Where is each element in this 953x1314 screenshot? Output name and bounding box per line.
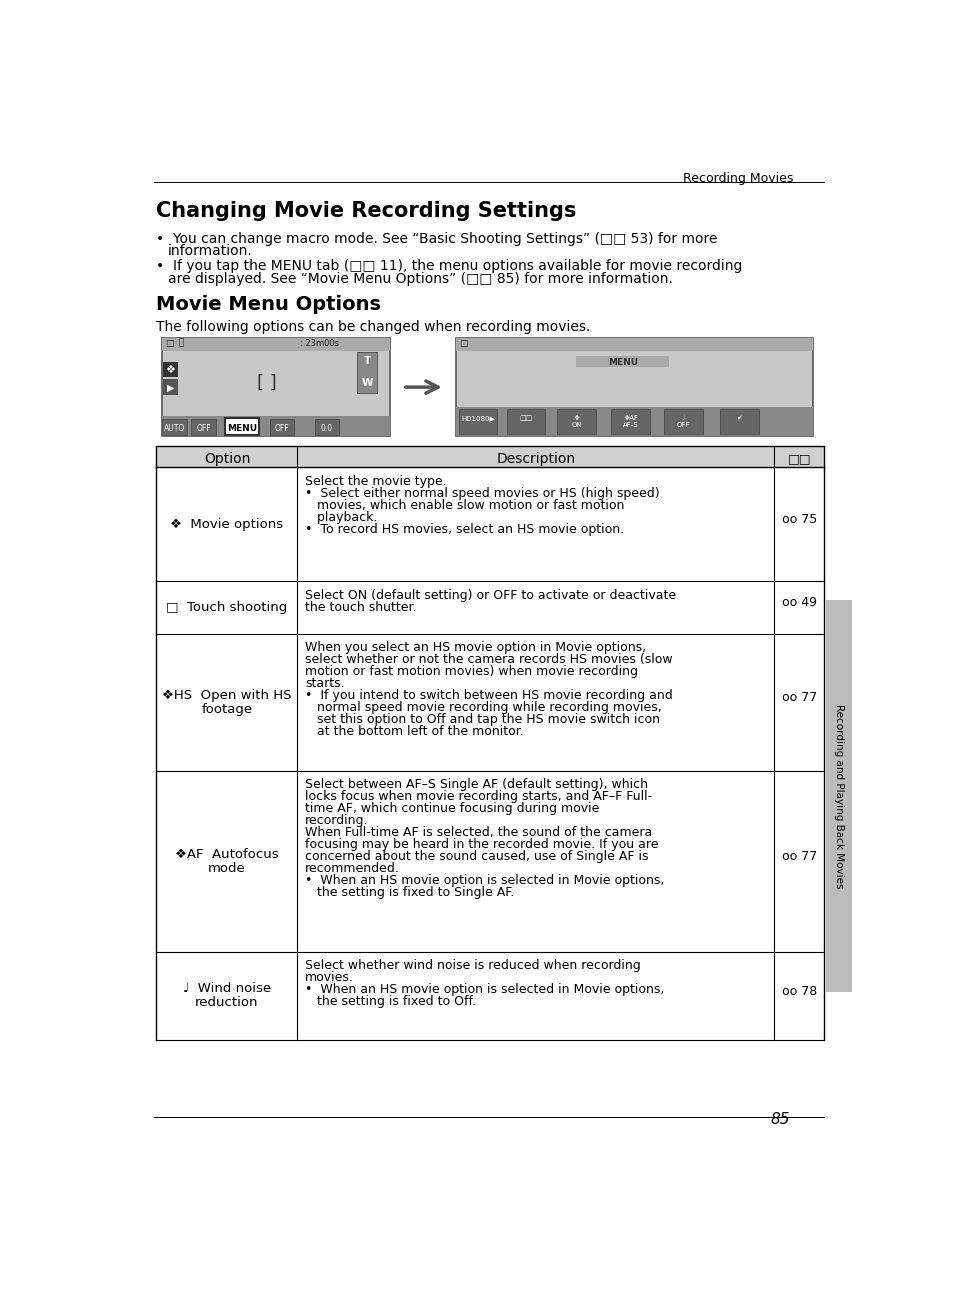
Text: : 23m00s: : 23m00s	[299, 339, 338, 348]
Bar	[458, 410, 497, 434]
Text: □: □	[459, 339, 468, 348]
Text: οο 75: οο 75	[781, 512, 816, 526]
Text: T: T	[363, 356, 371, 367]
Text: Recording and Playing Back Movies: Recording and Playing Back Movies	[833, 704, 843, 888]
Bar	[162, 417, 390, 436]
Text: time AF, which continue focusing during movie: time AF, which continue focusing during …	[305, 802, 599, 815]
Text: □: □	[165, 339, 173, 348]
Text: at the bottom left of the monitor.: at the bottom left of the monitor.	[305, 725, 523, 737]
Text: the setting is fixed to Off.: the setting is fixed to Off.	[305, 995, 476, 1008]
Bar	[162, 338, 390, 436]
Text: MENU: MENU	[607, 357, 638, 367]
Text: □  Touch shooting: □ Touch shooting	[166, 600, 287, 614]
Text: OFF: OFF	[196, 424, 211, 434]
Text: concerned about the sound caused, use of Single AF is: concerned about the sound caused, use of…	[305, 850, 648, 863]
Text: ♩
OFF: ♩ OFF	[676, 415, 689, 428]
Text: ▶: ▶	[167, 382, 174, 393]
Text: HD1080▶: HD1080▶	[460, 415, 495, 420]
Text: MENU: MENU	[227, 424, 256, 434]
Text: •  To record HS movies, select an HS movie option.: • To record HS movies, select an HS movi…	[305, 523, 623, 536]
Text: motion or fast motion movies) when movie recording: motion or fast motion movies) when movie…	[305, 665, 638, 678]
Text: □□: □□	[519, 415, 532, 420]
Bar	[162, 380, 178, 394]
Text: Movie Menu Options: Movie Menu Options	[156, 294, 381, 314]
Text: set this option to Off and tap the HS movie switch icon: set this option to Off and tap the HS mo…	[305, 714, 659, 725]
Text: When Full-time AF is selected, the sound of the camera: When Full-time AF is selected, the sound…	[305, 827, 652, 840]
Bar	[162, 419, 187, 435]
Text: [ ]: [ ]	[256, 373, 276, 392]
Text: ♩  Wind noise: ♩ Wind noise	[183, 983, 271, 996]
Text: Select whether wind noise is reduced when recording: Select whether wind noise is reduced whe…	[305, 959, 640, 972]
Text: οο 77: οο 77	[781, 691, 816, 704]
Text: •  Select either normal speed movies or HS (high speed): • Select either normal speed movies or H…	[305, 487, 659, 499]
Text: Option: Option	[204, 452, 250, 466]
Bar	[224, 418, 258, 435]
Bar	[192, 419, 216, 435]
Text: ❖AF  Autofocus: ❖AF Autofocus	[175, 848, 278, 861]
Bar	[456, 338, 812, 351]
Text: recording.: recording.	[305, 815, 369, 827]
Text: οο 78: οο 78	[781, 984, 816, 997]
Text: The following options can be changed when recording movies.: The following options can be changed whe…	[156, 321, 590, 334]
Bar	[825, 599, 851, 992]
Bar	[156, 445, 823, 468]
Text: Select ON (default setting) or OFF to activate or deactivate: Select ON (default setting) or OFF to ac…	[305, 589, 676, 602]
Text: οο 49: οο 49	[781, 597, 816, 610]
Text: focusing may be heard in the recorded movie. If you are: focusing may be heard in the recorded mo…	[305, 838, 659, 851]
Text: 0.0: 0.0	[320, 424, 333, 434]
Text: footage: footage	[201, 703, 253, 716]
Bar	[611, 410, 649, 434]
Bar	[314, 419, 339, 435]
Text: OFF: OFF	[274, 424, 289, 434]
Bar	[162, 338, 390, 351]
Text: Select the movie type.: Select the movie type.	[305, 474, 446, 487]
Text: ❖  Movie options: ❖ Movie options	[171, 518, 283, 531]
Text: movies, which enable slow motion or fast motion: movies, which enable slow motion or fast…	[305, 499, 624, 511]
Text: Changing Movie Recording Settings: Changing Movie Recording Settings	[156, 201, 577, 221]
Text: normal speed movie recording while recording movies,: normal speed movie recording while recor…	[305, 700, 661, 714]
Text: ✔: ✔	[736, 415, 741, 420]
Text: are displayed. See “Movie Menu Options” (□□ 85) for more information.: are displayed. See “Movie Menu Options” …	[168, 272, 672, 285]
Text: select whether or not the camera records HS movies (slow: select whether or not the camera records…	[305, 653, 672, 666]
Text: •  When an HS movie option is selected in Movie options,: • When an HS movie option is selected in…	[305, 983, 664, 996]
Bar	[162, 361, 178, 377]
Text: •  You can change macro mode. See “Basic Shooting Settings” (□□ 53) for more: • You can change macro mode. See “Basic …	[156, 231, 718, 246]
Text: •  If you tap the MENU tab (□□ 11), the menu options available for movie recordi: • If you tap the MENU tab (□□ 11), the m…	[156, 259, 742, 273]
Bar	[356, 352, 377, 393]
Text: Recording Movies: Recording Movies	[682, 172, 793, 185]
Text: Ⓣ: Ⓣ	[179, 339, 184, 348]
Text: AUTO: AUTO	[164, 424, 185, 434]
Text: Description: Description	[496, 452, 575, 466]
Text: •  If you intend to switch between HS movie recording and: • If you intend to switch between HS mov…	[305, 689, 672, 702]
Text: •  When an HS movie option is selected in Movie options,: • When an HS movie option is selected in…	[305, 874, 664, 887]
Text: οο 77: οο 77	[781, 850, 816, 863]
Text: reduction: reduction	[195, 996, 258, 1009]
Bar	[456, 338, 812, 436]
Text: the touch shutter.: the touch shutter.	[305, 600, 416, 614]
Text: starts.: starts.	[305, 677, 345, 690]
Text: 85: 85	[769, 1112, 789, 1127]
Bar	[456, 407, 812, 436]
Bar	[506, 410, 545, 434]
Text: ❖AF
AF-S: ❖AF AF-S	[622, 415, 638, 428]
Bar	[663, 410, 702, 434]
Bar	[720, 410, 758, 434]
Text: W: W	[361, 378, 373, 388]
Text: Select between AF–S Single AF (default setting), which: Select between AF–S Single AF (default s…	[305, 778, 648, 791]
Bar	[270, 419, 294, 435]
Text: □□: □□	[787, 452, 810, 465]
Text: playback.: playback.	[305, 511, 377, 524]
Text: movies.: movies.	[305, 971, 354, 984]
Bar	[557, 410, 596, 434]
Text: ❖: ❖	[165, 365, 175, 374]
Bar	[576, 356, 669, 367]
Text: mode: mode	[208, 862, 246, 875]
Text: locks focus when movie recording starts, and AF–F Full-: locks focus when movie recording starts,…	[305, 790, 652, 803]
Text: ❖
ON: ❖ ON	[571, 415, 581, 428]
Text: recommended.: recommended.	[305, 862, 399, 875]
Text: the setting is fixed to Single AF.: the setting is fixed to Single AF.	[305, 886, 514, 899]
Text: ❖HS  Open with HS: ❖HS Open with HS	[162, 689, 292, 702]
Text: information.: information.	[168, 244, 253, 258]
Text: When you select an HS movie option in Movie options,: When you select an HS movie option in Mo…	[305, 641, 646, 654]
